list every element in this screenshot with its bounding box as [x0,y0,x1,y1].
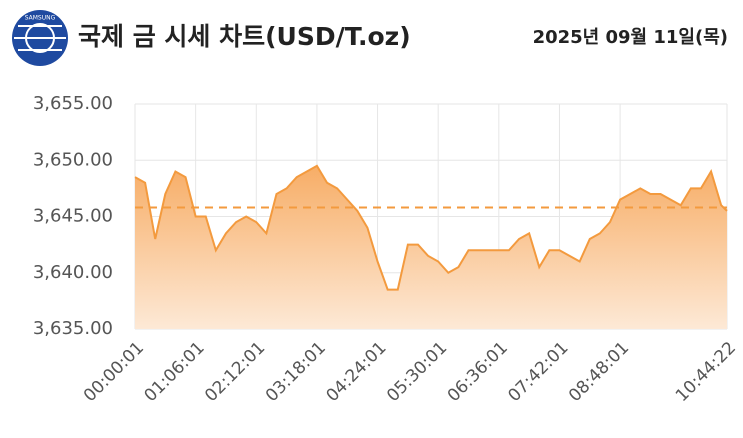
y-tick-label: 3,655.00 [33,93,113,114]
line [134,164,728,291]
date: 2025년 09월 11일(목) [533,27,728,48]
x-tick-label: 04:24:01 [322,338,390,406]
x-tick-label: 07:42:01 [504,338,572,406]
logo: SAMSUNG [12,10,68,66]
chart-title: 국제 금 시세 차트(USD/T.oz) [78,22,411,51]
x-tick-label: 01:06:01 [141,338,209,406]
x-tick-label: 06:36:01 [444,338,512,406]
x-tick-label: 03:18:01 [262,338,330,406]
x-tick-label: 08:48:01 [565,338,633,406]
x-tick-label: 10:44:22 [672,338,740,406]
logo-text: SAMSUNG [25,15,56,22]
x-tick-label: 05:30:01 [383,338,451,406]
y-tick-label: 3,640.00 [33,262,113,283]
x-tick-label: 02:12:01 [201,338,269,406]
y-tick-label: 3,650.00 [33,149,113,170]
y-tick-label: 3,635.00 [33,318,113,339]
y-tick-label: 3,645.00 [33,206,113,227]
x-tick-label: 00:00:01 [80,338,148,406]
